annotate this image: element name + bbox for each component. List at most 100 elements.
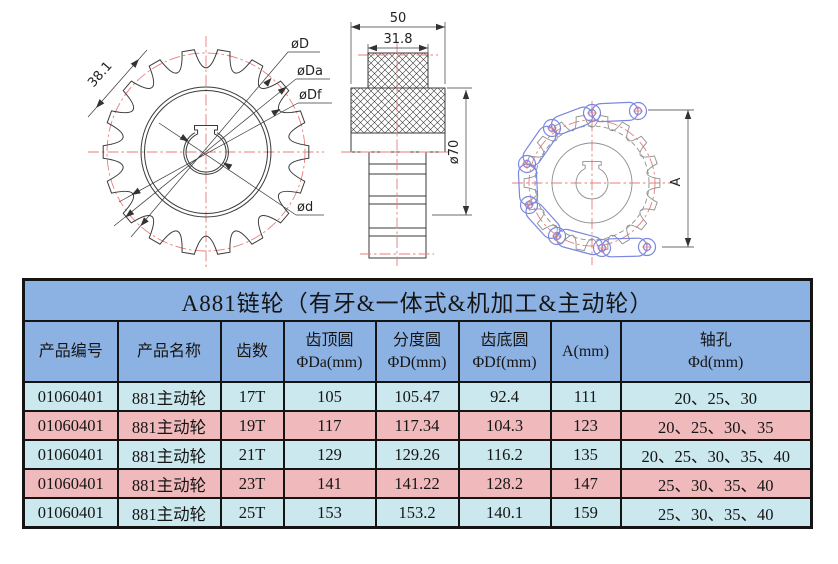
plate-section-hatch	[350, 87, 446, 134]
table-cell: 25、30、35、40	[619, 468, 813, 499]
table-cell: 140.1	[457, 497, 552, 529]
table-cell: 17T	[219, 381, 285, 412]
table-cell: 01060401	[22, 410, 119, 441]
dim-line-pitch-dia	[130, 51, 289, 238]
label-hub-width: 31.8	[384, 32, 413, 47]
spec-table: A881链轮（有牙&一体式&机加工&主动轮） 产品编号 产品名称 齿数 齿顶圆 ΦDa(…	[22, 278, 813, 529]
header-cell: 齿顶圆 ΦDa(mm)	[282, 320, 377, 383]
table-cell: 01060401	[22, 468, 119, 499]
table-cell: 01060401	[22, 381, 119, 412]
dim-line-chain-pitch	[95, 58, 140, 109]
table-cell: 20、25、30	[619, 381, 813, 412]
bore-chamfer-arc	[183, 132, 229, 175]
table-cell: 153	[282, 497, 377, 529]
table-cell: 20、25、30、35、40	[619, 439, 813, 470]
header-label: 产品名称	[136, 342, 201, 360]
header-cell: 轴孔 Φd(mm)	[619, 320, 813, 383]
chain-engagement-view: A	[512, 101, 694, 265]
header-cell: A(mm)	[549, 320, 622, 383]
table-cell: 116.2	[457, 439, 552, 470]
table-cell: 01060401	[22, 439, 119, 470]
table-header-row: 产品编号 产品名称 齿数 齿顶圆 ΦDa(mm) 分度圆 ΦD(mm) 齿底圆 ΦDf(mm) A…	[22, 320, 813, 383]
dim-line-root-dia	[118, 102, 299, 203]
bore-with-keyway	[185, 125, 227, 173]
dim-tail	[87, 107, 97, 118]
table-cell: 117.34	[374, 410, 460, 441]
label-wrap-height: A	[669, 177, 684, 186]
table-cell: 881主动轮	[116, 439, 222, 470]
table-cell: 141.22	[374, 468, 460, 499]
hub-circle-inner	[144, 90, 268, 214]
dimension-arrows	[96, 23, 692, 247]
table-row: 01060401 881主动轮 21T 129 129.26 116.2 135 20、25、…	[22, 439, 813, 470]
table-cell: 23T	[219, 468, 285, 499]
label-chain-pitch: 38.1	[85, 59, 115, 91]
table-cell: 881主动轮	[116, 468, 222, 499]
table-cell: 105	[282, 381, 377, 412]
table-row: 01060401 881主动轮 19T 117 117.34 104.3 123 20、25、…	[22, 410, 813, 441]
sprocket-teeth-outline	[523, 114, 661, 252]
table-cell: 135	[549, 439, 622, 470]
label-tip-diameter: øDa	[297, 64, 323, 79]
table-row: 01060401 881主动轮 25T 153 153.2 140.1 159 25、30、3…	[22, 497, 813, 529]
table-cell: 104.3	[457, 410, 552, 441]
table-cell: 25T	[219, 497, 285, 529]
table-cell: 129.26	[374, 439, 460, 470]
header-cell: 齿数	[219, 320, 285, 383]
table-cell: 19T	[219, 410, 285, 441]
header-cell: 产品名称	[116, 320, 222, 383]
label-root-diameter: øDf	[299, 88, 322, 103]
table-cell: 159	[549, 497, 622, 529]
label-overall-width: 50	[390, 11, 407, 26]
sprocket-section-view: 50 31.8 ø70	[341, 11, 472, 266]
header-cell: 分度圆 ΦD(mm)	[374, 320, 460, 383]
table-row: 01060401 881主动轮 23T 141 141.22 128.2 147 25、30、…	[22, 468, 813, 499]
table-cell: 881主动轮	[116, 410, 222, 441]
table-cell: 147	[549, 468, 622, 499]
table-cell: 117	[282, 410, 377, 441]
table-cell: 881主动轮	[116, 497, 222, 529]
label-bore-diameter: ød	[297, 200, 313, 215]
table-cell: 141	[282, 468, 377, 499]
header-label: 齿顶圆	[305, 331, 354, 349]
rim-band	[350, 132, 446, 153]
header-label: ΦDf(mm)	[472, 353, 537, 371]
label-hub-diameter: ø70	[447, 140, 462, 165]
pitch-circle	[106, 52, 306, 252]
hub-circle	[551, 142, 633, 224]
table-title-row: A881链轮（有牙&一体式&机加工&主动轮）	[22, 278, 813, 322]
sprocket-teeth-outline	[102, 49, 310, 255]
table-cell: 20、25、30、35	[619, 410, 813, 441]
chain-links	[517, 101, 657, 258]
dim-tail	[138, 49, 148, 60]
header-label: 产品编号	[38, 342, 103, 360]
header-label: 齿数	[235, 342, 268, 360]
table-title: A881链轮（有牙&一体式&机加工&主动轮）	[22, 278, 813, 322]
table-cell: 25、30、35、40	[619, 497, 813, 529]
root-circle-dashed	[534, 125, 650, 241]
table-cell: 111	[549, 381, 622, 412]
label-pitch-diameter: øD	[291, 37, 309, 52]
table-cell: 129	[282, 439, 377, 470]
dim-line-tip-dia	[113, 78, 297, 227]
dim-line-bore-dia	[158, 122, 297, 216]
header-label: 轴孔	[699, 331, 732, 349]
hub-circle-outer	[140, 86, 272, 218]
header-label: 齿底圆	[480, 331, 529, 349]
header-label: 分度圆	[392, 331, 441, 349]
table-cell: 92.4	[457, 381, 552, 412]
header-cell: 产品编号	[22, 320, 119, 383]
sprocket-front-view: øD øDa øDf ød 38.1	[85, 36, 332, 268]
hub-section-hatch	[367, 52, 429, 89]
table-cell: 153.2	[374, 497, 460, 529]
table-cell: 01060401	[22, 497, 119, 529]
table-cell: 881主动轮	[116, 381, 222, 412]
header-label: ΦDa(mm)	[296, 353, 363, 371]
table-cell: 21T	[219, 439, 285, 470]
table-cell: 123	[549, 410, 622, 441]
table-cell: 128.2	[457, 468, 552, 499]
technical-drawings: øD øDa øDf ød 38.1 50 31.8 ø70	[85, 11, 694, 268]
table-cell: 105.47	[374, 381, 460, 412]
header-label: A(mm)	[561, 342, 610, 360]
